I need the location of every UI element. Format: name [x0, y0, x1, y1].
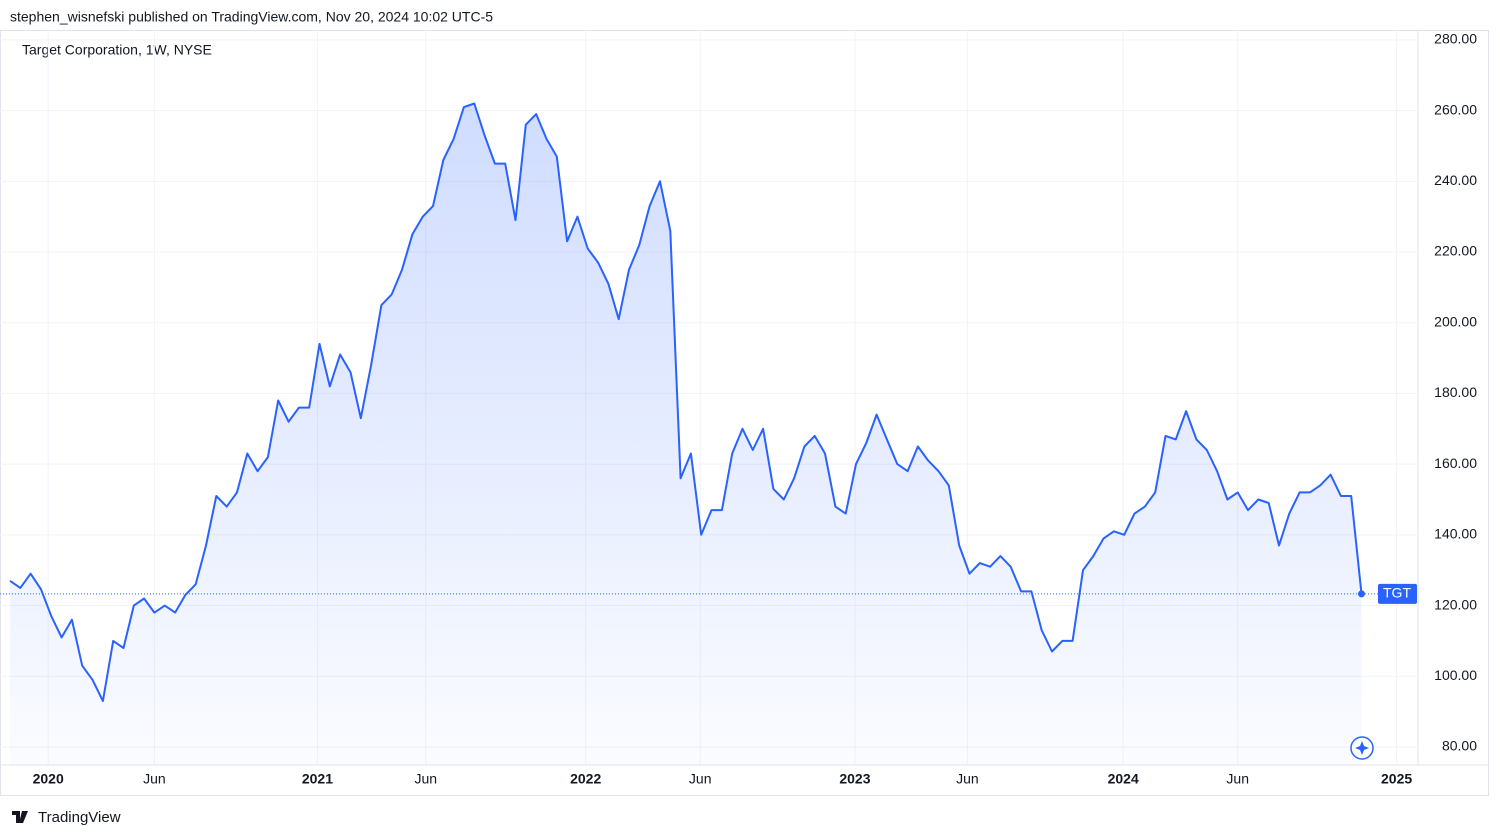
compass-icon[interactable] [1350, 736, 1374, 760]
y-tick-label: 240.00 [1434, 172, 1477, 188]
y-tick-label: 220.00 [1434, 243, 1477, 259]
x-tick-label: 2021 [302, 771, 333, 787]
symbol-label: TGT [1383, 585, 1411, 601]
brand[interactable]: TradingView [38, 809, 121, 826]
y-tick-label: 100.00 [1434, 667, 1477, 683]
y-tick-label: 160.00 [1434, 455, 1477, 471]
x-tick-label: 2025 [1381, 771, 1412, 787]
y-tick-label: 140.00 [1434, 526, 1477, 542]
x-tick-label: Jun [956, 771, 979, 787]
publisher: stephen_wisnefski published on TradingVi… [10, 9, 493, 25]
y-tick-label: 200.00 [1434, 313, 1477, 329]
x-tick-label: 2020 [33, 771, 64, 787]
x-tick-label: 2024 [1108, 771, 1139, 787]
area [10, 103, 1362, 765]
x-tick-label: Jun [1226, 771, 1249, 787]
y-tick-label: 180.00 [1434, 384, 1477, 400]
x-tick-label: 2023 [839, 771, 870, 787]
x-tick-label: Jun [689, 771, 712, 787]
brand-logo[interactable]: TradingView [12, 809, 121, 826]
x-tick-label: 2022 [570, 771, 601, 787]
y-tick-label: 80.00 [1442, 738, 1477, 754]
y-tick-label: 280.00 [1434, 31, 1477, 47]
x-tick-label: Jun [414, 771, 437, 787]
plot-frame [0, 30, 1489, 796]
y-tick-label: 120.00 [1434, 596, 1477, 612]
x-tick-label: Jun [143, 771, 166, 787]
chart-title: Target Corporation, 1W, NYSE [22, 42, 212, 58]
symbol-tag [1378, 583, 1417, 604]
price-line [9, 102, 1363, 702]
y-tick-label: 260.00 [1434, 101, 1477, 117]
last-point [1358, 590, 1366, 598]
